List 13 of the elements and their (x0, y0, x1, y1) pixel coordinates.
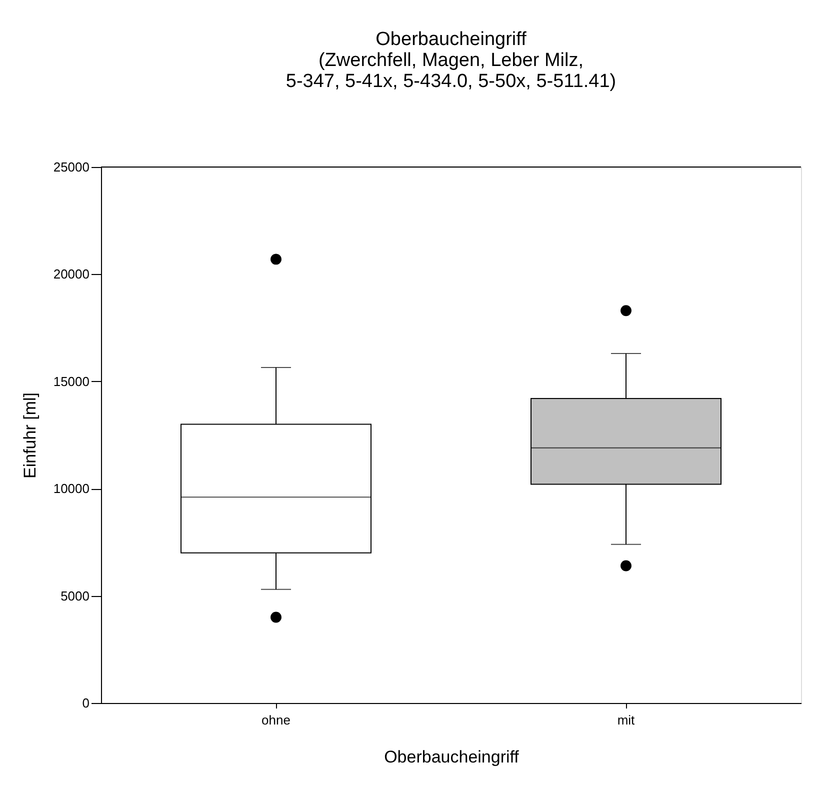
y-tick-label: 10000 (53, 481, 90, 496)
y-tick-label: 25000 (53, 160, 90, 174)
text: 5-347, 5-41x, 5-434.0, 5-50x, 5-511.41) (286, 71, 616, 92)
y-tick-label: 15000 (53, 374, 90, 389)
text: Oberbaucheingriff (376, 29, 526, 50)
x-axis-title: Oberbaucheingriff (384, 748, 520, 766)
y-axis-title: Einfuhr [ml] (20, 392, 40, 478)
y-tick-label: 20000 (53, 266, 90, 282)
y-tick-label: 0 (82, 696, 90, 710)
x-tick-label: mit (617, 712, 636, 728)
y-tick-label: 5000 (60, 588, 90, 604)
text: (Zwerchfell, Magen, Leber Milz, (318, 50, 584, 71)
x-tick-label: ohne (262, 712, 290, 728)
